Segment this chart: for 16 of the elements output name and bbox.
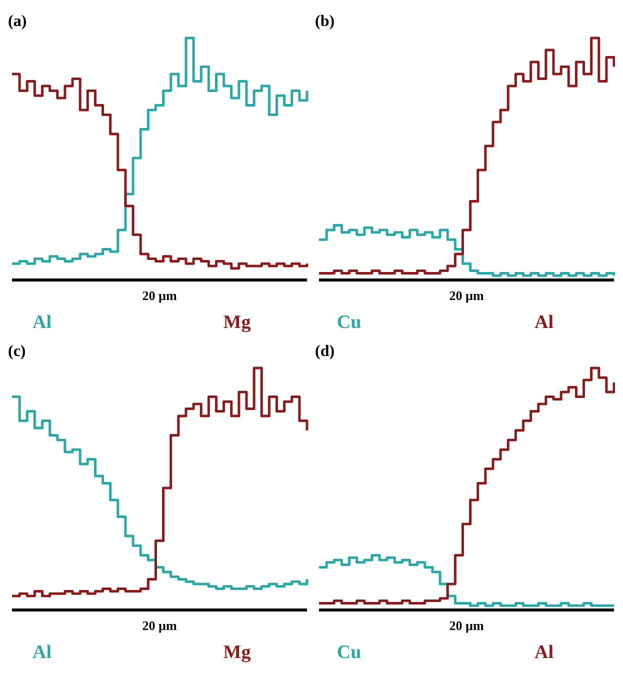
- text: Cu: [336, 312, 362, 333]
- text: Al: [32, 642, 52, 663]
- chart-title: (b): [315, 13, 335, 30]
- chart-title: (d): [315, 343, 335, 360]
- text: Al: [534, 642, 554, 663]
- text: Al: [32, 312, 52, 333]
- x-axis-title: 20 µm: [142, 288, 177, 303]
- chart-title: (a): [8, 13, 27, 30]
- chart-title: (c): [8, 343, 26, 360]
- x-axis-title: 20 µm: [142, 618, 177, 633]
- x-axis-title: 20 µm: [449, 288, 484, 303]
- text: Al: [534, 312, 554, 333]
- text: Mg: [223, 312, 252, 333]
- text: Cu: [336, 642, 362, 663]
- text: Mg: [223, 642, 252, 663]
- x-axis-title: 20 µm: [449, 618, 484, 633]
